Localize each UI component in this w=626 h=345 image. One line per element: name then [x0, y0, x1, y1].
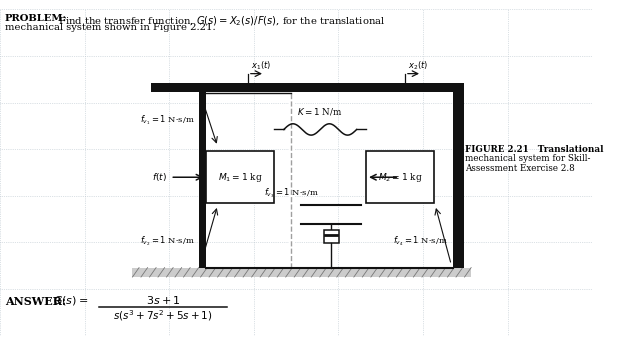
- Bar: [453, 83, 464, 268]
- Text: $x_2(t)$: $x_2(t)$: [408, 59, 428, 72]
- Bar: [324, 230, 339, 243]
- Bar: [289, 92, 295, 268]
- Text: $M_2 = 1$ kg: $M_2 = 1$ kg: [378, 171, 423, 184]
- Text: ANSWER:: ANSWER:: [5, 296, 66, 307]
- Bar: [206, 151, 274, 203]
- Text: $3s + 1$: $3s + 1$: [146, 294, 180, 306]
- Text: FIGURE 2.21   Translational: FIGURE 2.21 Translational: [466, 145, 604, 154]
- Text: PROBLEM:: PROBLEM:: [5, 14, 67, 23]
- Text: Find the transfer function, $G(s) = X_2(s)/F(s)$, for the translational: Find the transfer function, $G(s) = X_2(…: [55, 14, 385, 28]
- Text: $G(s) =$: $G(s) =$: [53, 294, 88, 307]
- Bar: [133, 268, 471, 277]
- Text: mechanical system shown in Figure 2.21.: mechanical system shown in Figure 2.21.: [5, 23, 215, 32]
- Text: $M_1 = 1$ kg: $M_1 = 1$ kg: [218, 171, 263, 184]
- Text: $f(t)$: $f(t)$: [151, 171, 167, 183]
- Bar: [366, 151, 434, 203]
- Text: Assessment Exercise 2.8: Assessment Exercise 2.8: [466, 164, 575, 172]
- Text: mechanical system for Skill-: mechanical system for Skill-: [466, 154, 591, 163]
- Text: $s(s^3 + 7s^2 + 5s + 1)$: $s(s^3 + 7s^2 + 5s + 1)$: [113, 308, 213, 323]
- Text: $f_{v_3} = 1$ N-s/m: $f_{v_3} = 1$ N-s/m: [264, 187, 319, 200]
- Bar: [151, 83, 464, 92]
- Text: $f_{v_2} = 1$ N-s/m: $f_{v_2} = 1$ N-s/m: [140, 234, 195, 248]
- Bar: [198, 83, 206, 268]
- Text: $f_{v_4} = 1$ N-s/m: $f_{v_4} = 1$ N-s/m: [393, 234, 448, 248]
- Text: $x_1(t)$: $x_1(t)$: [250, 59, 271, 72]
- Text: $f_{v_1} = 1$ N-s/m: $f_{v_1} = 1$ N-s/m: [140, 113, 195, 127]
- Text: $K = 1$ N/m: $K = 1$ N/m: [297, 106, 343, 117]
